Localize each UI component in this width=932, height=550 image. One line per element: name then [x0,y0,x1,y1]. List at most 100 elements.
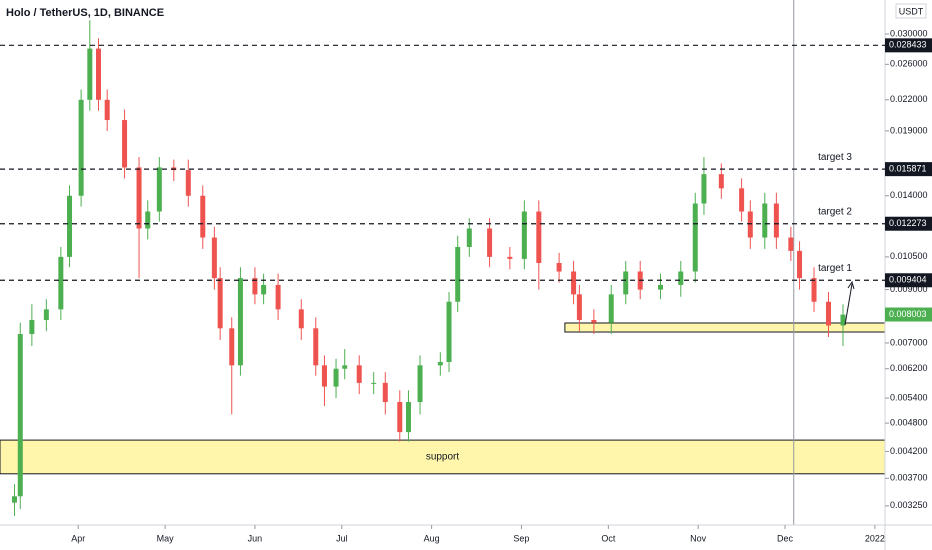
arrow-head [847,280,855,290]
candle-body [826,301,832,326]
last-price-box [885,307,932,322]
currency-label: USDT [899,6,924,16]
candle-body [67,195,73,257]
candle-body [211,237,217,279]
candle-body [405,402,411,433]
x-tick-label: Nov [690,533,707,543]
level-price-box [885,273,932,288]
candle-body [417,365,423,403]
y-tick-label: 0.019000 [890,125,928,135]
candle-body [145,211,151,229]
candle-body [571,271,577,295]
level-annotation: target 1 [818,263,852,274]
x-tick-label: May [157,533,175,543]
candle-body [298,309,304,329]
level-price-label: 0.009404 [889,275,927,285]
candle-body [811,278,817,302]
candle-body [252,278,258,295]
y-tick-label: 0.014000 [890,190,928,200]
candle-body [156,167,162,212]
candle-body [678,271,684,285]
y-tick-label: 0.003700 [890,473,928,483]
y-tick-label: 0.007000 [890,337,928,347]
candle-body [261,284,267,295]
candle-body [371,382,377,384]
x-tick-label: Sep [513,533,529,543]
candle-body [342,365,348,369]
x-tick-label: 2022 [865,533,885,543]
candle-body [78,99,84,196]
candle-body [576,294,582,320]
y-tick-label: 0.010500 [890,251,928,261]
y-tick-label: 0.005400 [890,392,928,402]
y-tick-label: 0.004800 [890,417,928,427]
y-tick-label: 0.022000 [890,94,928,104]
candle-body [739,188,745,212]
zone [0,439,886,475]
level-annotation: target 3 [818,152,852,163]
candle-body [58,256,64,310]
candle-body [217,278,223,329]
candle-body [747,211,753,238]
y-tick-label: 0.030000 [890,28,928,38]
level-price-box [885,38,932,53]
candle-body [17,334,23,497]
candle-body [313,328,319,366]
candle-body [43,309,49,320]
candle-body [487,228,493,257]
candle-body [623,271,629,295]
candle-body [437,361,443,366]
candle-body [29,319,35,335]
candle-body [788,237,794,251]
y-tick-label: 0.006200 [890,363,928,373]
y-tick-label: 0.026000 [890,59,928,69]
candle-body [701,174,707,204]
zone [564,322,886,333]
candle-body [446,301,452,362]
candle-body [136,167,142,229]
candle-body [455,246,461,302]
level-price-label: 0.012273 [889,218,927,228]
candle-body [122,120,128,168]
candle-body [536,211,542,264]
x-tick-label: Apr [71,533,85,543]
candle-body [507,256,513,259]
y-tick-label: 0.009000 [890,284,928,294]
candle-body [87,48,93,100]
candle-body [200,195,206,238]
candle-body [840,314,846,326]
level-annotation: target 2 [818,206,852,217]
level-price-box [885,162,932,177]
chart-title: Holo / TetherUS, 1D, BINANCE [6,7,164,19]
candle-body [382,382,388,403]
y-tick-label: 0.003250 [890,500,928,510]
candle-body [521,211,527,259]
candle-body [797,250,803,279]
candle-body [762,203,768,238]
x-tick-label: Aug [424,533,440,543]
candle-body [333,368,339,387]
plot-area: support [0,0,886,525]
candle-body [608,294,614,323]
zone-label: support [426,452,460,463]
level-price-box [885,216,932,231]
candle-body [591,319,597,323]
candle-body [104,99,110,121]
y-tick-label: 0.004200 [890,446,928,456]
candle-body [11,496,17,503]
x-tick-label: Jul [336,533,348,543]
arrow [844,283,853,326]
candle-body [237,278,243,366]
candle-body [321,365,327,387]
candle-body [466,228,472,247]
currency-box [895,3,927,19]
x-tick-label: Dec [777,533,794,543]
x-tick-label: Oct [601,533,616,543]
candle-body [556,263,562,272]
level-price-label: 0.028433 [889,40,927,50]
candle-body [95,48,101,100]
candle-body [229,328,235,366]
candle-body [397,402,403,433]
candle-body [275,284,281,310]
